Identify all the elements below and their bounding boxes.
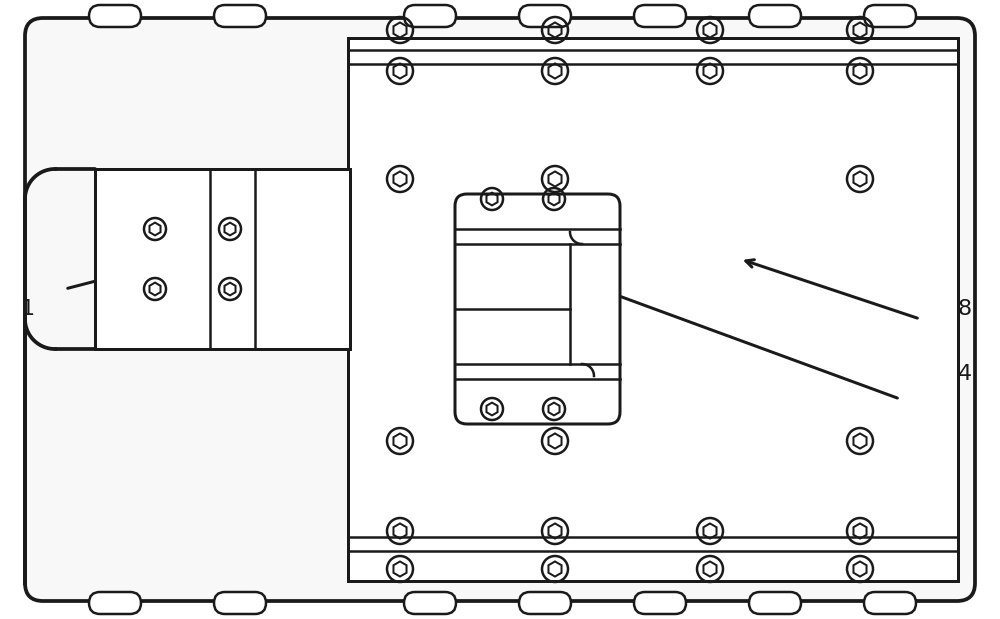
Text: 1: 1 (21, 299, 35, 319)
FancyBboxPatch shape (634, 592, 686, 614)
Bar (95, 169, 350, 349)
FancyBboxPatch shape (25, 18, 975, 601)
FancyBboxPatch shape (214, 5, 266, 27)
FancyBboxPatch shape (455, 194, 620, 424)
FancyBboxPatch shape (634, 5, 686, 27)
FancyBboxPatch shape (404, 592, 456, 614)
Bar (27, 169, 94, 349)
FancyBboxPatch shape (749, 592, 801, 614)
FancyBboxPatch shape (864, 5, 916, 27)
FancyBboxPatch shape (89, 592, 141, 614)
Text: 4: 4 (958, 364, 972, 384)
Bar (348, 38, 958, 581)
FancyBboxPatch shape (404, 5, 456, 27)
FancyBboxPatch shape (89, 5, 141, 27)
FancyBboxPatch shape (519, 592, 571, 614)
FancyBboxPatch shape (749, 5, 801, 27)
FancyBboxPatch shape (864, 592, 916, 614)
Text: 8: 8 (958, 299, 972, 319)
FancyBboxPatch shape (214, 592, 266, 614)
FancyBboxPatch shape (519, 5, 571, 27)
